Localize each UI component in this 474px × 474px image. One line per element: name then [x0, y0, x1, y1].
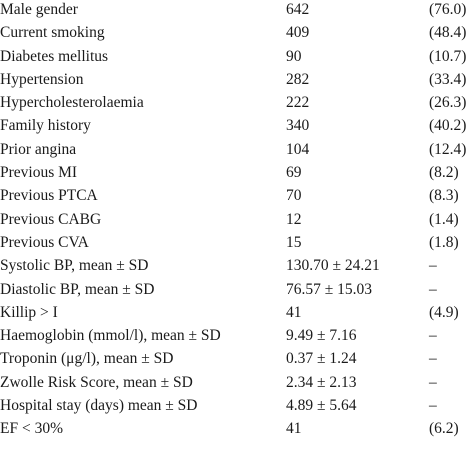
- table-row: Haemoglobin (mmol/l), mean ± SD 9.49 ± 7…: [0, 324, 474, 347]
- row-value: 409: [286, 24, 310, 42]
- row-label: Diabetes mellitus: [0, 47, 109, 65]
- row-percent: (40.2): [429, 117, 467, 135]
- row-percent: –: [429, 327, 437, 345]
- row-value: 130.70 ± 24.21: [286, 257, 380, 275]
- row-label: Current smoking: [0, 24, 105, 42]
- table-row: Hypertension 282 (33.4): [0, 68, 474, 91]
- row-value: 104: [286, 140, 310, 158]
- table-row: Systolic BP, mean ± SD 130.70 ± 24.21 –: [0, 254, 474, 277]
- row-percent: (10.7): [429, 47, 467, 65]
- row-value: 282: [286, 70, 310, 88]
- table-row: Troponin (μg/l), mean ± SD 0.37 ± 1.24 –: [0, 347, 474, 370]
- table-row: Previous MI 69 (8.2): [0, 161, 474, 184]
- row-label: Killip > I: [0, 303, 58, 321]
- row-percent: (12.4): [429, 140, 467, 158]
- table-row: Male gender 642 (76.0): [0, 0, 474, 21]
- row-percent: (26.3): [429, 94, 467, 112]
- row-value: 70: [286, 187, 302, 205]
- row-value: 642: [286, 1, 310, 18]
- row-label: Hospital stay (days) mean ± SD: [0, 397, 198, 415]
- row-percent: (1.8): [429, 233, 459, 251]
- table-row: Zwolle Risk Score, mean ± SD 2.34 ± 2.13…: [0, 371, 474, 394]
- row-label: Family history: [0, 117, 91, 135]
- table-row: Diabetes mellitus 90 (10.7): [0, 45, 474, 68]
- table-row: Prior angina 104 (12.4): [0, 138, 474, 161]
- table-row: EF < 30% 41 (6.2): [0, 417, 474, 440]
- table-row: Current smoking 409 (48.4): [0, 21, 474, 44]
- row-label: Previous MI: [0, 164, 78, 182]
- row-label: Zwolle Risk Score, mean ± SD: [0, 373, 193, 391]
- row-label: Previous CVA: [0, 233, 89, 251]
- row-label: Systolic BP, mean ± SD: [0, 257, 149, 275]
- row-percent: –: [429, 257, 437, 275]
- row-value: 76.57 ± 15.03: [286, 280, 373, 298]
- row-label: Hypercholesterolaemia: [0, 94, 144, 112]
- row-label: Previous PTCA: [0, 187, 98, 205]
- row-percent: (1.4): [429, 210, 459, 228]
- row-value: 15: [286, 233, 302, 251]
- row-percent: (76.0): [429, 1, 467, 18]
- row-percent: (6.2): [429, 420, 459, 438]
- row-label: Male gender: [0, 1, 78, 18]
- row-value: 41: [286, 303, 302, 321]
- row-label: Troponin (μg/l), mean ± SD: [0, 350, 174, 368]
- row-label: Diastolic BP, mean ± SD: [0, 280, 155, 298]
- row-percent: (4.9): [429, 303, 459, 321]
- row-value: 222: [286, 94, 310, 112]
- row-percent: –: [429, 280, 437, 298]
- row-value: 4.89 ± 5.64: [286, 397, 357, 415]
- row-value: 2.34 ± 2.13: [286, 373, 357, 391]
- row-percent: (8.2): [429, 164, 459, 182]
- table-row: Previous CABG 12 (1.4): [0, 208, 474, 231]
- row-value: 9.49 ± 7.16: [286, 327, 357, 345]
- row-value: 90: [286, 47, 302, 65]
- table-row: Previous PTCA 70 (8.3): [0, 184, 474, 207]
- row-value: 340: [286, 117, 310, 135]
- row-label: EF < 30%: [0, 420, 63, 438]
- row-label: Hypertension: [0, 70, 84, 88]
- row-percent: (48.4): [429, 24, 467, 42]
- row-value: 0.37 ± 1.24: [286, 350, 357, 368]
- row-value: 12: [286, 210, 302, 228]
- row-label: Previous CABG: [0, 210, 102, 228]
- row-value: 69: [286, 164, 302, 182]
- row-percent: (8.3): [429, 187, 459, 205]
- table-row: Killip > I 41 (4.9): [0, 301, 474, 324]
- row-value: 41: [286, 420, 302, 438]
- table-row: Hospital stay (days) mean ± SD 4.89 ± 5.…: [0, 394, 474, 417]
- row-percent: –: [429, 350, 437, 368]
- row-label: Haemoglobin (mmol/l), mean ± SD: [0, 327, 221, 345]
- row-percent: (33.4): [429, 70, 467, 88]
- table-row: Diastolic BP, mean ± SD 76.57 ± 15.03 –: [0, 278, 474, 301]
- characteristics-table: Male gender 642 (76.0) Current smoking 4…: [0, 0, 474, 440]
- table-row: Hypercholesterolaemia 222 (26.3): [0, 91, 474, 114]
- row-percent: –: [429, 373, 437, 391]
- table-row: Previous CVA 15 (1.8): [0, 231, 474, 254]
- row-label: Prior angina: [0, 140, 77, 158]
- table-row: Family history 340 (40.2): [0, 114, 474, 137]
- row-percent: –: [429, 397, 437, 415]
